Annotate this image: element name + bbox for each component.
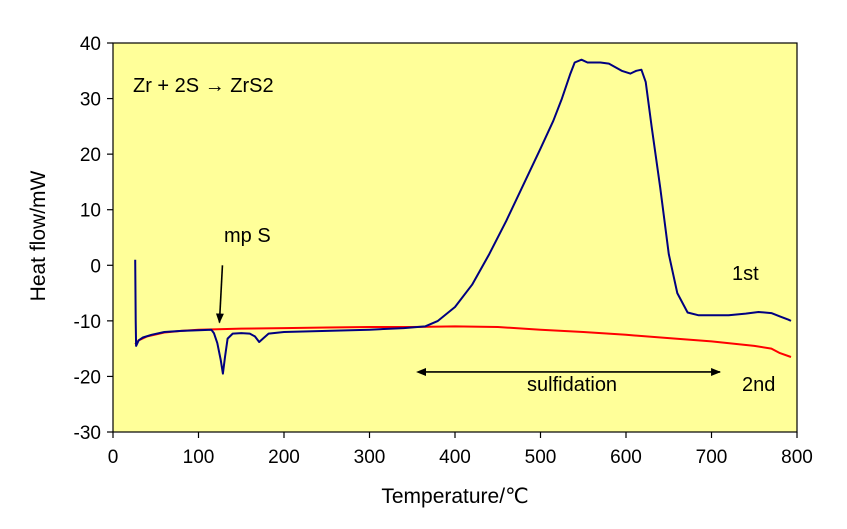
mp-s-label: mp S bbox=[224, 225, 271, 247]
y-tick-label: -30 bbox=[74, 423, 101, 444]
series-2nd-label: 2nd bbox=[742, 374, 775, 396]
series-layer bbox=[134, 58, 792, 375]
x-axis-ticks: 0 100 200 300 400 500 600 700 800 bbox=[108, 432, 813, 468]
y-tick-label: 20 bbox=[80, 145, 101, 166]
y-tick-label: 30 bbox=[80, 90, 101, 111]
x-tick-label: 0 bbox=[108, 447, 119, 468]
mp-s-arrow bbox=[215, 265, 224, 324]
y-tick-label: 40 bbox=[80, 34, 101, 55]
y-tick-label: 0 bbox=[90, 256, 101, 277]
plot-area bbox=[112, 42, 798, 433]
x-tick-label: 100 bbox=[183, 447, 215, 468]
series-1st-label: 1st bbox=[732, 263, 759, 285]
x-tick-label: 300 bbox=[354, 447, 386, 468]
x-tick-label: 700 bbox=[696, 447, 728, 468]
x-tick-label: 600 bbox=[610, 447, 642, 468]
x-tick-label: 200 bbox=[268, 447, 300, 468]
y-tick-label: 10 bbox=[80, 201, 101, 222]
sulfidation-label: sulfidation bbox=[527, 374, 617, 396]
y-axis-label: Heat flow/mW bbox=[27, 170, 50, 301]
y-tick-label: -10 bbox=[74, 312, 101, 333]
x-axis-label: Temperature/℃ bbox=[381, 485, 528, 508]
x-tick-label: 800 bbox=[781, 447, 813, 468]
series-line-1st bbox=[134, 58, 792, 375]
y-tick-label: -20 bbox=[74, 367, 101, 388]
x-tick-label: 400 bbox=[439, 447, 471, 468]
reaction-label: Zr + 2S → ZrS2 bbox=[133, 75, 274, 97]
y-axis-ticks: -30 -20 -10 0 10 20 30 40 bbox=[74, 34, 113, 444]
x-tick-label: 500 bbox=[525, 447, 557, 468]
